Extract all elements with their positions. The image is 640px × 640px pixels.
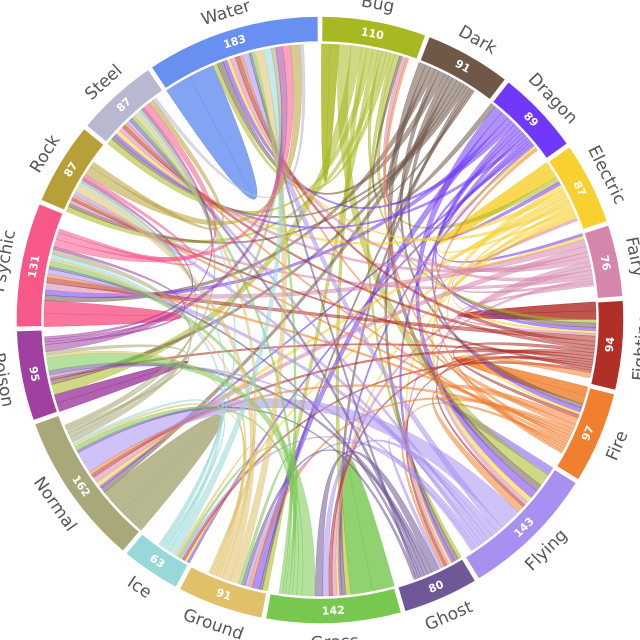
ribbon-dragon-grass: [337, 143, 535, 596]
ribbon-layer: [43, 43, 597, 597]
arc-fairy: [583, 223, 624, 300]
ribbon-steel-water: [153, 44, 306, 198]
ribbon-fighting-ice: [182, 361, 592, 561]
ribbon-dark-water: [216, 61, 446, 195]
ribbon-bug-steel: [107, 47, 374, 214]
arc-water: [150, 15, 320, 90]
count-label-ground: 91: [214, 586, 233, 603]
ribbon-normal-rock: [65, 179, 198, 431]
type-label-ice: Ice: [123, 573, 155, 603]
ribbon-ice-steel: [137, 110, 236, 546]
count-label-psychic: 131: [25, 254, 42, 279]
ribbon-normal-poison: [45, 344, 189, 434]
ribbon-electric-fire: [446, 200, 581, 416]
type-label-fairy: Fairy: [621, 235, 640, 279]
ribbon-fire-water: [239, 54, 570, 442]
arc-fire: [555, 386, 616, 482]
ribbon-electric-water: [226, 58, 572, 241]
ribbon-fairy-fighting: [457, 282, 596, 337]
ribbon-dark-steel: [111, 82, 465, 218]
ribbon-poison-psychic: [44, 246, 185, 345]
ribbon-bug-grass: [335, 46, 368, 596]
ribbon-flying-steel: [126, 120, 489, 542]
count-label-bug: 110: [360, 25, 385, 42]
arc-ghost: [396, 557, 477, 613]
type-label-fire: Fire: [602, 428, 632, 464]
ribbon-fighting-rock: [71, 197, 593, 371]
ribbon-poison-steel: [44, 107, 213, 340]
arc-psychic: [15, 202, 65, 329]
type-label-grass: Grass: [310, 632, 359, 640]
ribbon-ground-water: [229, 49, 287, 584]
ribbon-ghost-normal: [76, 406, 417, 580]
arc-dragon: [491, 80, 569, 160]
count-label-fairy: 76: [597, 254, 613, 272]
arc-ground: [178, 565, 268, 620]
ribbon-dragon-water: [222, 59, 516, 209]
ribbon-flying-psychic: [47, 268, 493, 540]
count-label-fighting: 94: [603, 336, 617, 353]
arc-normal: [33, 414, 141, 553]
ribbon-flying-normal: [77, 398, 519, 528]
ribbon-ground-normal: [73, 403, 246, 575]
ribbon-fighting-steel: [122, 124, 595, 350]
count-label-ghost: 80: [427, 578, 447, 596]
count-label-fire: 97: [579, 424, 597, 443]
ribbon-fire-ghost: [401, 402, 567, 568]
ribbon-flying-poison: [49, 364, 474, 551]
ribbon-fairy-bug: [382, 56, 593, 282]
type-label-bug: Bug: [360, 0, 396, 17]
arc-steel: [85, 68, 165, 144]
ribbon-fire-bug: [383, 57, 564, 454]
type-label-poison: Poison: [0, 351, 18, 409]
arc-dark: [418, 35, 507, 102]
arc-fighting: [589, 299, 625, 392]
arc-electric: [547, 145, 609, 231]
ribbon-grass-ground: [238, 454, 298, 595]
ribbon-flying-water: [241, 53, 503, 533]
ribbon-normal-water: [67, 47, 283, 438]
ribbon-ghost-water: [248, 52, 420, 579]
arc-flying: [464, 467, 578, 581]
arc-grass: [264, 586, 403, 625]
ribbon-ghost-psychic: [48, 266, 422, 578]
ribbon-fire-steel: [124, 122, 566, 449]
arc-layer: [15, 15, 625, 625]
arc-ice: [124, 532, 190, 589]
ribbon-normal-steel: [64, 109, 216, 428]
count-label-electric: 87: [570, 179, 589, 199]
count-label-grass: 142: [321, 604, 345, 618]
ribbon-dark-rock: [68, 84, 468, 244]
ribbon-rock-steel: [90, 99, 224, 230]
count-label-water: 183: [222, 32, 248, 51]
type-label-psychic: Psychic: [0, 228, 20, 294]
ribbon-ice-normal: [72, 399, 225, 549]
ribbon-ground-ice: [175, 442, 259, 574]
ribbon-ice-water: [168, 48, 284, 556]
ribbon-fairy-water: [230, 57, 590, 273]
ribbon-normal-psychic: [51, 248, 192, 443]
ribbon-electric-normal: [96, 196, 570, 487]
ribbon-fighting-water: [235, 55, 596, 347]
arc-poison: [15, 328, 59, 422]
ribbon-dragon-ground: [251, 112, 509, 590]
ribbon-ghost-grass: [314, 450, 440, 597]
ribbon-psychic-rock: [58, 174, 197, 266]
arc-rock: [39, 127, 106, 212]
arc-bug: [320, 15, 428, 61]
ribbon-dragon-ice: [186, 139, 532, 564]
ribbon-fairy-grass: [331, 265, 592, 596]
ribbon-grass-water: [251, 51, 297, 594]
ribbon-water-self: [166, 65, 258, 200]
ribbon-poison-rock: [44, 177, 193, 343]
ribbon-flying-ghost: [388, 437, 482, 570]
type-label-fighting: Fighting: [629, 313, 640, 382]
count-label-poison: 95: [26, 365, 42, 382]
